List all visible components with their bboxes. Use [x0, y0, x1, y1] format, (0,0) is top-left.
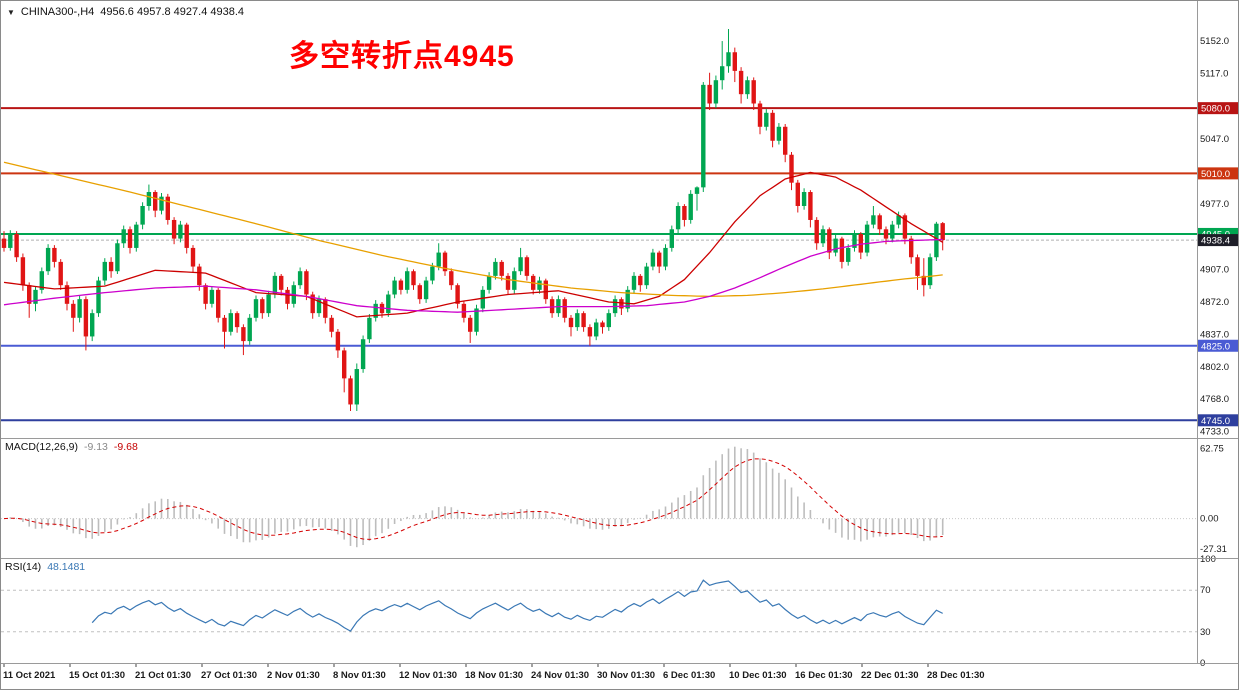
rsi-pane[interactable]	[1, 559, 1197, 663]
svg-text:18 Nov 01:30: 18 Nov 01:30	[465, 670, 523, 681]
svg-text:15 Oct 01:30: 15 Oct 01:30	[69, 670, 125, 681]
time-axis-labels: 11 Oct 2021 15 Oct 01:30 21 Oct 01:30 27 Oc…	[3, 664, 985, 681]
ma-magenta	[3, 238, 943, 313]
svg-text:5117.0: 5117.0	[1200, 69, 1228, 80]
svg-text:30: 30	[1200, 627, 1211, 638]
svg-text:8 Nov 01:30: 8 Nov 01:30	[333, 670, 386, 681]
svg-text:5047.0: 5047.0	[1200, 134, 1229, 145]
svg-text:62.75: 62.75	[1200, 444, 1224, 455]
svg-text:28 Dec 01:30: 28 Dec 01:30	[927, 670, 985, 681]
svg-text:22 Dec 01:30: 22 Dec 01:30	[861, 670, 919, 681]
svg-text:24 Nov 01:30: 24 Nov 01:30	[531, 670, 589, 681]
macd-plot	[1, 446, 1197, 548]
ma-red	[3, 171, 944, 318]
candles	[1, 28, 945, 411]
annotation-text[interactable]: 多空转折点4945	[289, 40, 515, 73]
svg-text:30 Nov 01:30: 30 Nov 01:30	[597, 670, 655, 681]
svg-text:6 Dec 01:30: 6 Dec 01:30	[663, 670, 715, 681]
svg-text:4907.0: 4907.0	[1200, 264, 1229, 275]
svg-text:5080.0: 5080.0	[1201, 104, 1230, 115]
ma-orange	[3, 161, 943, 298]
svg-text:4825.0: 4825.0	[1201, 341, 1230, 352]
symbol-name: CHINA300-,H4	[20, 6, 95, 18]
svg-text:16 Dec 01:30: 16 Dec 01:30	[795, 670, 853, 681]
rsi-plot	[1, 579, 1197, 633]
svg-text:4977.0: 4977.0	[1200, 199, 1229, 210]
svg-text:70: 70	[1200, 585, 1211, 596]
macd-indicator-label: MACD(12,26,9) -9.13 -9.68	[5, 441, 138, 453]
horizontal-lines[interactable]	[1, 107, 1197, 422]
svg-text:4837.0: 4837.0	[1200, 330, 1229, 341]
rsi-indicator-label: RSI(14) 48.1481	[5, 561, 85, 573]
svg-text:4872.0: 4872.0	[1200, 297, 1229, 308]
collapse-icon[interactable]: ▼	[7, 7, 15, 17]
macd-name: MACD(12,26,9)	[5, 441, 78, 453]
svg-text:12 Nov 01:30: 12 Nov 01:30	[399, 670, 457, 681]
svg-text:-27.31: -27.31	[1200, 544, 1227, 555]
svg-text:4768.0: 4768.0	[1200, 394, 1229, 405]
time-axis[interactable]	[1, 664, 1238, 689]
macd-pane[interactable]	[1, 439, 1197, 558]
price-axis[interactable]	[1197, 1, 1238, 664]
svg-text:4733.0: 4733.0	[1200, 426, 1229, 437]
macd-signal-value: -9.68	[113, 441, 138, 453]
rsi-name: RSI(14)	[5, 561, 42, 573]
svg-text:21 Oct 01:30: 21 Oct 01:30	[135, 670, 191, 681]
symbol-quote: 4956.6 4957.8 4927.4 4938.4	[100, 6, 245, 18]
svg-text:5152.0: 5152.0	[1200, 36, 1229, 47]
svg-text:0.00: 0.00	[1200, 514, 1219, 525]
main-chart-pane[interactable]	[1, 1, 1197, 438]
svg-text:5010.0: 5010.0	[1201, 169, 1230, 180]
svg-text:10 Dec 01:30: 10 Dec 01:30	[729, 670, 787, 681]
svg-text:4745.0: 4745.0	[1201, 416, 1230, 427]
svg-text:27 Oct 01:30: 27 Oct 01:30	[201, 670, 257, 681]
symbol-info-bar: ▼ CHINA300-,H4 4956.6 4957.8 4927.4 4938…	[7, 6, 244, 18]
svg-text:4938.4: 4938.4	[1201, 236, 1230, 247]
moving-averages	[3, 161, 944, 318]
svg-text:100: 100	[1200, 554, 1216, 565]
svg-text:2 Nov 01:30: 2 Nov 01:30	[267, 670, 320, 681]
separators	[1, 1, 1238, 664]
svg-text:11 Oct 2021: 11 Oct 2021	[3, 670, 56, 681]
rsi-value: 48.1481	[47, 561, 86, 573]
price-axis-labels: 5152.0 5117.0 5047.0 4977.0 4907.0 4872.0 4837…	[1198, 36, 1238, 669]
svg-text:4802.0: 4802.0	[1200, 362, 1229, 373]
macd-main-value: -9.13	[83, 441, 108, 453]
